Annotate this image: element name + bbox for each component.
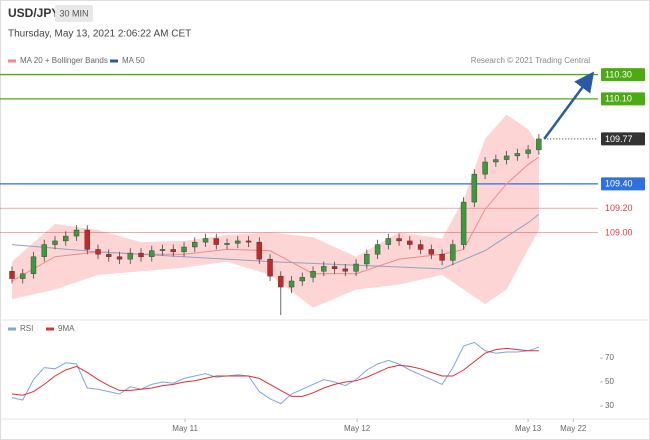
candle-body bbox=[192, 241, 198, 248]
candle-body bbox=[73, 229, 80, 237]
candle-body bbox=[213, 238, 219, 245]
candle-body bbox=[460, 201, 467, 245]
credit: Research © 2021 Trading Central bbox=[471, 56, 591, 65]
candle-body bbox=[202, 238, 209, 243]
level-label: 109.77 bbox=[605, 134, 633, 144]
x-tick-label: May 12 bbox=[344, 424, 371, 433]
candle-body bbox=[245, 240, 252, 243]
legend-label: RSI bbox=[20, 324, 33, 333]
x-tick-label: May 13 bbox=[515, 424, 542, 433]
candle-body bbox=[514, 153, 521, 157]
candle-body bbox=[374, 244, 381, 255]
level-tag bbox=[601, 177, 645, 191]
candle-body bbox=[493, 159, 499, 163]
candle-body bbox=[9, 271, 15, 279]
legend-label: 9MA bbox=[58, 324, 75, 333]
candle-body bbox=[106, 254, 112, 257]
candle-body bbox=[149, 250, 155, 257]
candle-body bbox=[20, 273, 26, 279]
candle-body bbox=[30, 256, 37, 274]
candle-body bbox=[127, 252, 133, 260]
candle-body bbox=[52, 240, 58, 245]
level-tag bbox=[601, 132, 645, 146]
level-label: 110.30 bbox=[605, 69, 632, 79]
interval-badge bbox=[55, 5, 93, 22]
bollinger-band bbox=[11, 114, 539, 308]
candle-body bbox=[159, 249, 166, 251]
y-tick-label: 70 bbox=[605, 353, 614, 362]
candle-body bbox=[450, 244, 456, 261]
candle-body bbox=[310, 271, 316, 278]
level-label: 109.20 bbox=[605, 203, 633, 213]
legend-label: MA 50 bbox=[122, 56, 145, 65]
candle-body bbox=[95, 249, 101, 255]
candle-body bbox=[396, 238, 402, 242]
y-tick-label: 30 bbox=[605, 401, 614, 410]
candle-body bbox=[428, 249, 435, 255]
indicator-line bbox=[11, 341, 540, 405]
candle-body bbox=[267, 258, 273, 277]
candle-body bbox=[417, 244, 424, 250]
x-tick-label: May 11 bbox=[172, 424, 198, 433]
candle-body bbox=[288, 280, 295, 288]
legend-swatch bbox=[8, 59, 16, 63]
level-tag bbox=[601, 68, 645, 82]
candle-body bbox=[471, 173, 478, 203]
candle-body bbox=[407, 240, 413, 245]
candle-body bbox=[385, 238, 392, 245]
candle-body bbox=[84, 229, 90, 250]
legend-swatch bbox=[46, 327, 54, 331]
candle-body bbox=[439, 254, 445, 261]
legend-swatch bbox=[8, 327, 16, 331]
candle-body bbox=[525, 149, 531, 154]
candle-body bbox=[331, 266, 338, 270]
candle-body bbox=[224, 243, 230, 245]
x-tick-label: May 22 bbox=[560, 424, 587, 433]
candle-body bbox=[41, 244, 47, 257]
level-label: 109.40 bbox=[605, 179, 633, 189]
level-label: 110.10 bbox=[605, 94, 632, 104]
candle-body bbox=[364, 254, 370, 265]
candle-body bbox=[278, 275, 284, 288]
candle-body bbox=[299, 277, 306, 282]
legend-label: MA 20 + Bollinger Bands bbox=[20, 56, 108, 65]
candle-body bbox=[536, 138, 542, 151]
timestamp: Thursday, May 13, 2021 2:06:22 AM CET bbox=[8, 29, 191, 40]
projection-arrow bbox=[543, 71, 595, 140]
candle-body bbox=[321, 266, 327, 272]
candle-body bbox=[181, 246, 187, 253]
interval: 30 MIN bbox=[59, 8, 88, 18]
candle-body bbox=[503, 155, 510, 160]
candle-body bbox=[170, 249, 176, 253]
candle-body bbox=[116, 256, 123, 260]
level-tag bbox=[601, 92, 645, 106]
y-tick-label: 50 bbox=[605, 377, 614, 386]
level-label: 109.00 bbox=[605, 227, 633, 237]
legend-swatch bbox=[110, 59, 118, 63]
candle-body bbox=[342, 268, 349, 272]
candle-body bbox=[63, 235, 69, 242]
indicator-line bbox=[11, 347, 539, 397]
candle-body bbox=[353, 263, 359, 272]
candle-body bbox=[235, 240, 241, 244]
candle-body bbox=[256, 241, 262, 260]
symbol: USD/JPY bbox=[8, 6, 59, 20]
candle-body bbox=[482, 161, 488, 175]
candle-body bbox=[138, 252, 144, 257]
